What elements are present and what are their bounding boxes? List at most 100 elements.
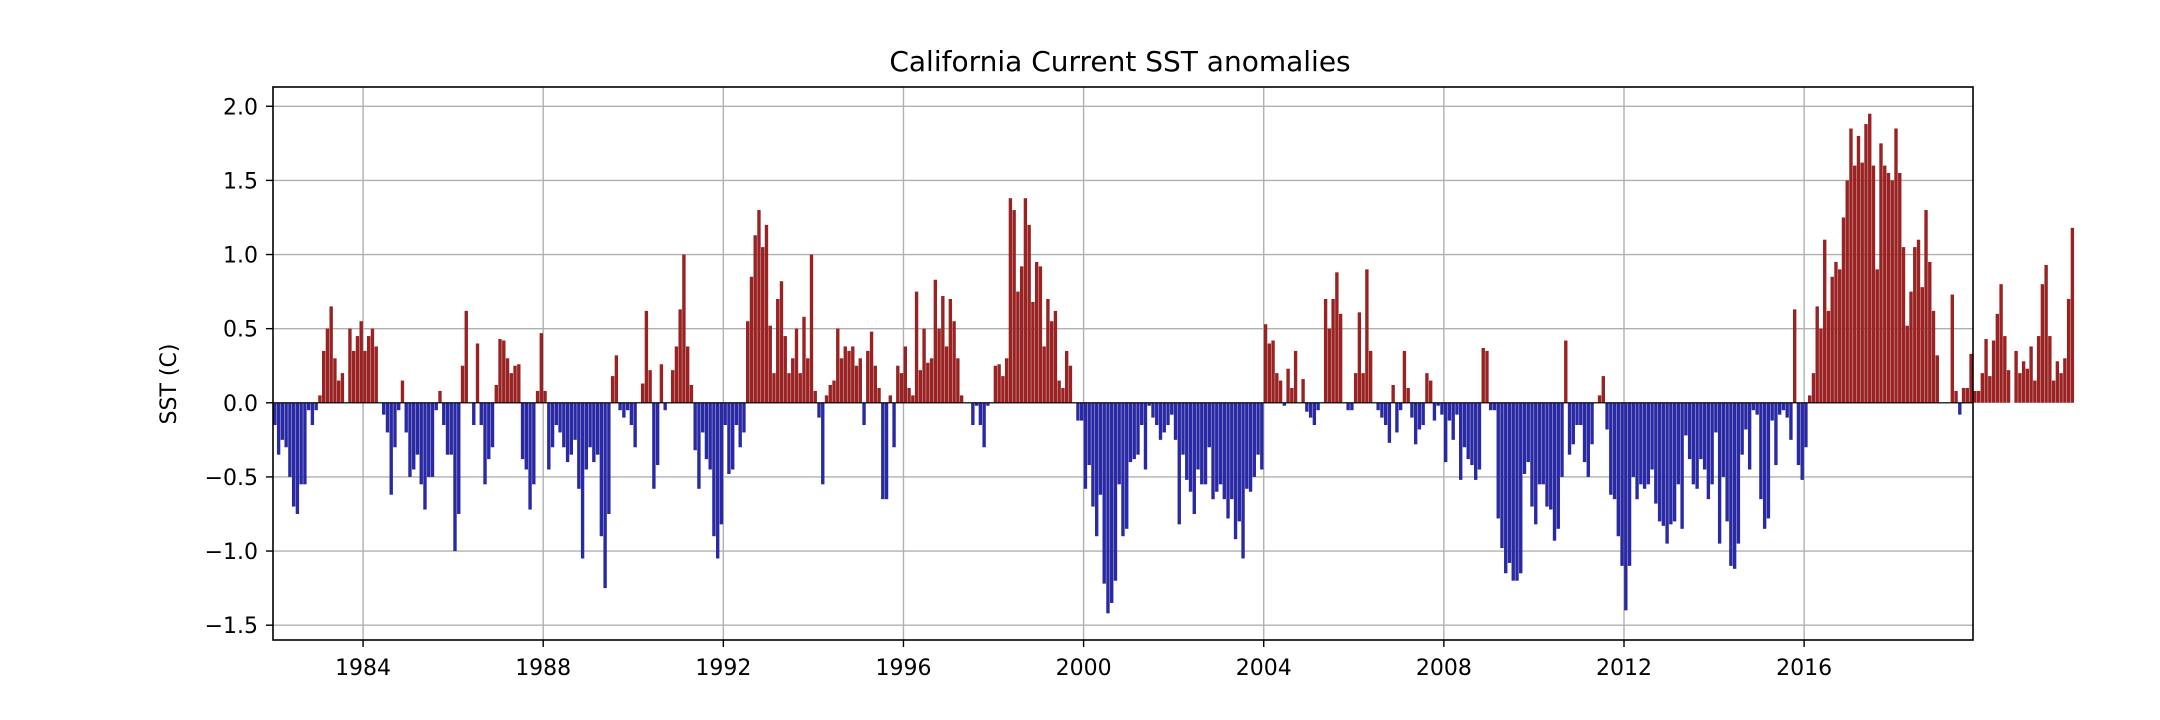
bar — [685, 346, 690, 403]
bar — [1890, 180, 1894, 403]
bar — [892, 402, 896, 448]
bar — [791, 358, 795, 403]
bar — [1091, 402, 1095, 507]
bar — [1248, 402, 1253, 492]
bar — [1834, 261, 1838, 403]
bar — [457, 402, 461, 514]
bar — [1687, 402, 1692, 460]
bar — [1819, 328, 1823, 403]
bar — [1909, 291, 1913, 403]
bar — [1338, 313, 1343, 403]
bar — [1935, 355, 1939, 403]
bar — [1672, 402, 1677, 522]
bar — [1188, 402, 1193, 492]
bar — [933, 279, 938, 403]
bar — [1432, 402, 1437, 421]
bar — [1312, 402, 1317, 426]
bar — [1732, 402, 1737, 569]
bar — [562, 402, 566, 448]
bar — [1691, 402, 1696, 485]
bar — [832, 380, 836, 403]
bar — [1669, 402, 1673, 525]
bar — [1335, 272, 1339, 403]
bar — [1436, 402, 1440, 406]
bar — [1635, 402, 1639, 500]
bar — [543, 390, 547, 403]
bar — [1316, 402, 1320, 411]
bar — [382, 402, 386, 415]
plot-frame — [272, 86, 1974, 641]
bar — [1965, 387, 1969, 403]
bar — [490, 402, 495, 448]
bar — [1552, 402, 1557, 541]
bar — [1125, 402, 1129, 529]
bar — [397, 402, 401, 411]
bar — [2021, 361, 2026, 403]
bar — [1413, 402, 1418, 445]
bar — [1759, 402, 1763, 500]
bar — [449, 402, 453, 455]
bar — [1353, 373, 1358, 403]
bar — [1462, 402, 1467, 448]
bar — [1586, 402, 1590, 477]
bar — [1162, 402, 1166, 433]
bar — [749, 276, 754, 403]
bar — [824, 395, 829, 403]
bar — [1087, 402, 1091, 466]
bar — [565, 402, 570, 463]
bar — [941, 296, 945, 403]
bar — [1931, 310, 1936, 403]
bar — [1327, 328, 1332, 403]
bar — [1173, 402, 1178, 440]
bar — [1222, 402, 1226, 500]
bar — [1762, 402, 1767, 529]
bar — [1717, 402, 1722, 544]
bar — [956, 358, 960, 403]
bar — [1012, 210, 1016, 403]
bar — [1841, 217, 1846, 403]
bar — [1275, 373, 1279, 403]
bar — [1428, 380, 1433, 403]
bar — [1128, 402, 1133, 463]
bar — [746, 321, 750, 403]
bar — [614, 355, 619, 403]
bar — [2063, 358, 2067, 403]
bar — [1627, 402, 1632, 566]
bar — [1474, 402, 1478, 480]
bar — [1038, 266, 1043, 403]
bar — [1954, 390, 1958, 403]
bar — [1421, 402, 1425, 426]
bar — [2033, 380, 2037, 403]
bar — [539, 333, 543, 403]
bar — [1061, 387, 1065, 403]
x-tick-label: 2008 — [1416, 656, 1472, 681]
bar — [1357, 312, 1362, 403]
bar — [1485, 350, 1489, 403]
bar — [1170, 402, 1174, 415]
bar — [1961, 387, 1966, 403]
bar — [321, 350, 326, 403]
y-tick-label: 1.5 — [223, 169, 258, 194]
bar — [1639, 402, 1643, 485]
bar — [1376, 402, 1380, 411]
bar — [1560, 402, 1564, 477]
bar — [716, 402, 720, 559]
bar — [1218, 402, 1223, 485]
bar — [1252, 402, 1256, 477]
bar — [1282, 402, 1287, 406]
bar — [700, 402, 705, 433]
bar — [1905, 325, 1909, 403]
bar — [370, 328, 375, 403]
bar — [434, 402, 438, 411]
bar — [1710, 402, 1714, 485]
bar — [1875, 269, 1879, 403]
bar — [659, 364, 664, 403]
bar — [697, 402, 701, 489]
x-tick-label: 2000 — [1056, 656, 1112, 681]
bar — [929, 358, 934, 403]
bar — [1534, 402, 1538, 525]
bar — [1642, 402, 1647, 489]
bar — [524, 402, 528, 470]
bar — [1203, 402, 1208, 485]
bar — [1008, 198, 1013, 403]
